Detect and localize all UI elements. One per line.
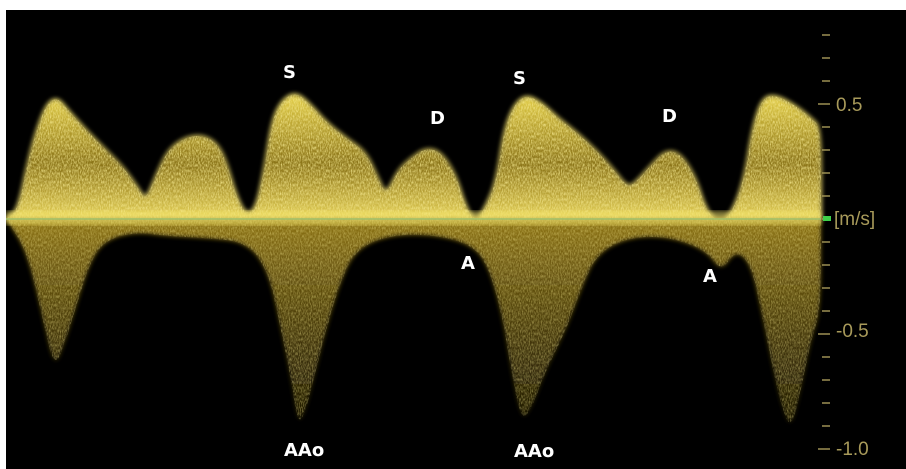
d-wave-label-1: D [430,108,445,129]
doppler-waveform [6,34,830,450]
baseline-marker [823,216,831,221]
a-wave-label-2: A [703,266,717,287]
negative-flow-envelope [6,219,821,423]
s-wave-label-2: S [513,68,526,89]
axis-tick-label-0-5: 0.5 [836,95,863,116]
axis-tick-label-minus-1-0: -1.0 [836,439,869,460]
velocity-scale [818,34,830,450]
positive-flow-envelope [6,93,823,222]
d-wave-label-2: D [662,106,677,127]
doppler-spectrum-image: S D A AAo S D A AAo 0.5 -0.5 -1.0 [m/s] [6,10,906,469]
aao-wave-label-2: AAo [514,441,555,462]
aao-wave-label-1: AAo [284,440,325,461]
a-wave-label-1: A [461,253,475,274]
baseline-clutter [6,211,821,225]
axis-tick-label-minus-0-5: -0.5 [836,321,869,342]
s-wave-label-1: S [283,62,296,83]
axis-unit-label: [m/s] [834,209,876,230]
